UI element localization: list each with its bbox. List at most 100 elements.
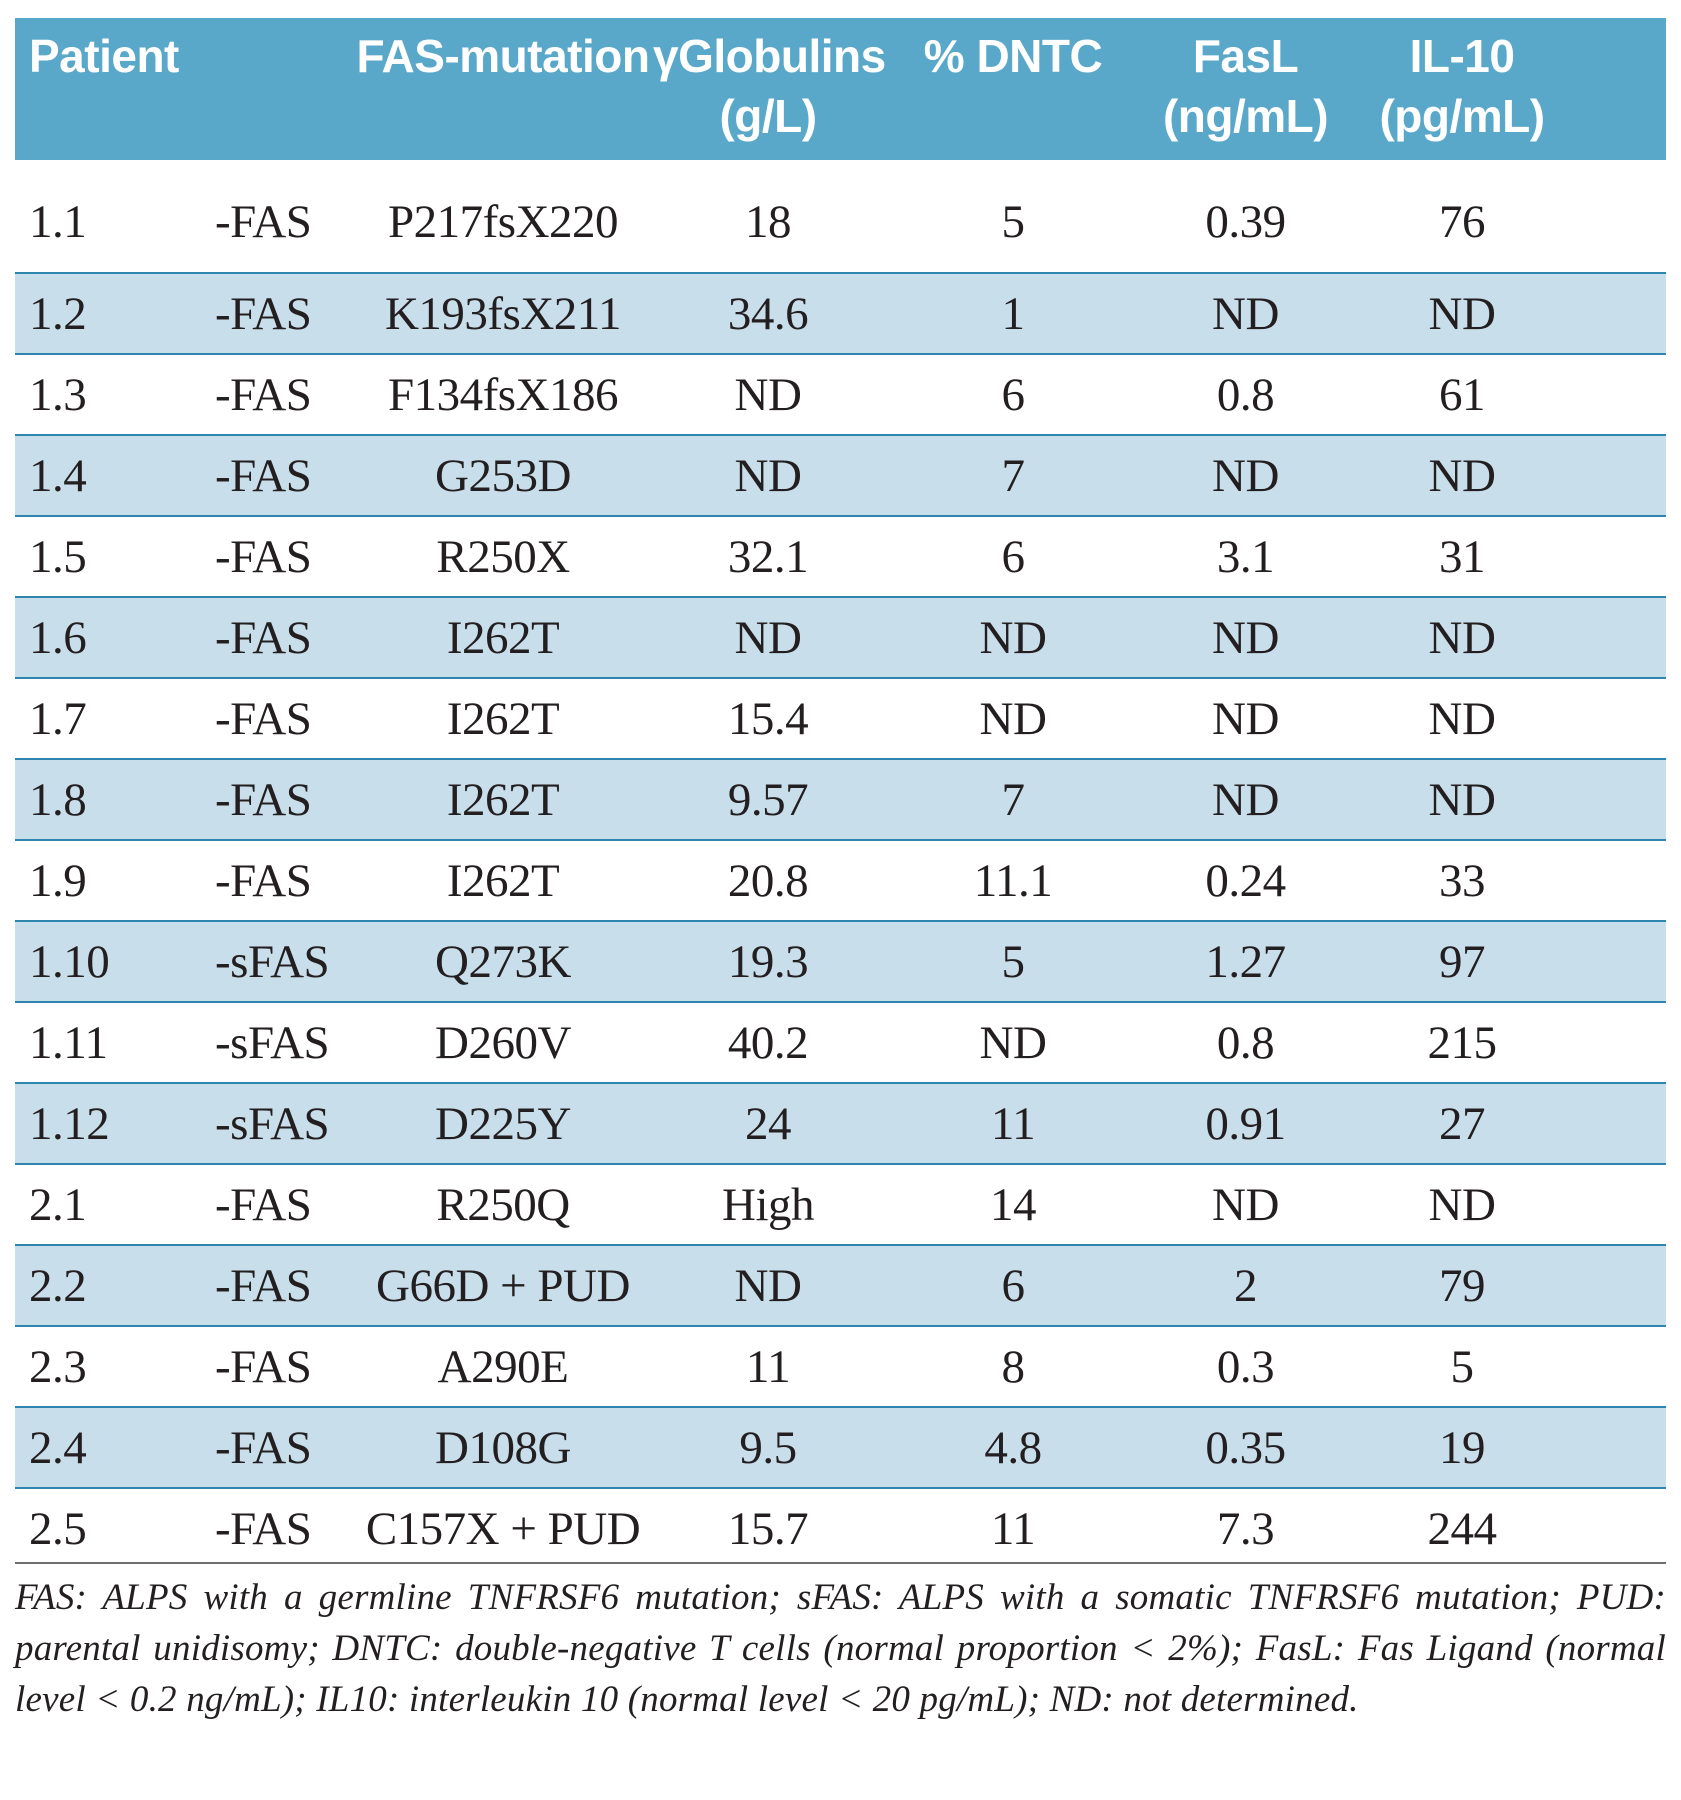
cell-globulins: 9.57 <box>653 759 883 840</box>
cell-mutation-type: -FAS <box>215 1178 312 1231</box>
cell-mutation-type: -FAS <box>215 692 312 745</box>
cell-fas-mutation: P217fsX220 <box>387 196 619 248</box>
cell-globulins: 20.8 <box>727 854 809 907</box>
cell-fasl: ND <box>1143 759 1348 840</box>
cell-fasl: ND <box>1143 597 1348 678</box>
cell-dntc: ND <box>979 1016 1047 1069</box>
cell-il10: 215 <box>1427 1016 1498 1069</box>
cell-mutation-type: -sFAS <box>193 1083 353 1164</box>
table-row: 2.4 -FAS D108G 9.5 4.8 0.35 19 <box>15 1407 1666 1488</box>
cell-patient: 1.8 <box>15 759 193 840</box>
cell-il10: 31 <box>1439 530 1486 583</box>
cell-il10: 97 <box>1348 921 1666 1002</box>
cell-mutation-type: -FAS <box>215 854 312 907</box>
cell-fasl: 0.8 <box>1216 368 1275 421</box>
cell-globulins: 24 <box>653 1083 883 1164</box>
cell-globulins: High <box>722 1178 815 1231</box>
table-row: 1.3 -FAS F134fsX186 ND 6 0.8 61 <box>15 354 1666 435</box>
table-row: 1.9 -FAS I262T 20.8 11.1 0.24 33 <box>15 840 1666 921</box>
cell-globulins: ND <box>653 597 883 678</box>
cell-patient: 1.1 <box>29 196 87 248</box>
cell-il10: 5 <box>1450 1340 1475 1393</box>
cell-patient: 2.3 <box>29 1340 87 1393</box>
table-row: 2.2 -FAS G66D + PUD ND 6 2 79 <box>15 1245 1666 1326</box>
cell-il10: 27 <box>1348 1083 1666 1164</box>
cell-mutation-type: -FAS <box>193 597 353 678</box>
cell-fas-mutation: C157X + PUD <box>365 1502 641 1555</box>
cell-globulins: 11 <box>745 1340 791 1393</box>
header-patient: Patient <box>29 30 179 82</box>
footnote-divider <box>15 1562 1666 1564</box>
cell-dntc: 1 <box>883 273 1143 354</box>
cell-il10: 76 <box>1439 196 1486 248</box>
table-row: 1.8 -FAS I262T 9.57 7 ND ND <box>15 759 1666 840</box>
table-row: 1.4 -FAS G253D ND 7 ND ND <box>15 435 1666 516</box>
table-row: 1.5 -FAS R250X 32.1 6 3.1 31 <box>15 516 1666 597</box>
table-row: 1.11 -sFAS D260V 40.2 ND 0.8 215 <box>15 1002 1666 1083</box>
cell-patient: 1.7 <box>29 692 87 745</box>
table-row: 2.3 -FAS A290E 11 8 0.3 5 <box>15 1326 1666 1407</box>
cell-mutation-type: -FAS <box>215 196 312 248</box>
cell-dntc: ND <box>883 597 1143 678</box>
patient-table-container: Patient FAS-mutation γGlobulins (g/L) % D… <box>15 18 1666 1568</box>
cell-il10: 79 <box>1348 1245 1666 1326</box>
cell-fasl: 0.35 <box>1143 1407 1348 1488</box>
cell-globulins: 15.4 <box>727 692 809 745</box>
cell-patient: 1.11 <box>29 1016 108 1069</box>
cell-dntc: 6 <box>883 1245 1143 1326</box>
cell-dntc: 6 <box>1001 368 1026 421</box>
table-row: 2.1 -FAS R250Q High 14 ND ND <box>15 1164 1666 1245</box>
cell-mutation-type: -FAS <box>193 273 353 354</box>
cell-fasl: 0.39 <box>1205 196 1286 248</box>
cell-mutation-type: -FAS <box>193 759 353 840</box>
cell-patient: 2.4 <box>15 1407 193 1488</box>
cell-dntc: 8 <box>1001 1340 1026 1393</box>
cell-patient: 2.1 <box>29 1178 87 1231</box>
cell-dntc: 14 <box>990 1178 1037 1231</box>
cell-patient: 1.9 <box>29 854 87 907</box>
cell-dntc: ND <box>979 692 1047 745</box>
cell-patient: 1.10 <box>15 921 193 1002</box>
header-il10: IL-10 (pg/mL) <box>1379 30 1545 142</box>
cell-mutation-type: -FAS <box>215 530 312 583</box>
cell-fasl: 0.24 <box>1205 854 1286 907</box>
cell-fasl: ND <box>1143 273 1348 354</box>
cell-fas-mutation: D260V <box>435 1016 571 1069</box>
cell-dntc: 11 <box>883 1083 1143 1164</box>
cell-fas-mutation: I262T <box>353 759 653 840</box>
cell-globulins: 15.7 <box>727 1502 809 1555</box>
cell-fas-mutation: I262T <box>353 597 653 678</box>
table-row: 1.10 -sFAS Q273K 19.3 5 1.27 97 <box>15 921 1666 1002</box>
cell-fas-mutation: R250Q <box>436 1178 570 1231</box>
table-row: 2.5 -FAS C157X + PUD 15.7 11 7.3 244 <box>15 1488 1666 1568</box>
cell-patient: 1.12 <box>15 1083 193 1164</box>
cell-patient: 1.4 <box>15 435 193 516</box>
cell-il10: 33 <box>1439 854 1486 907</box>
table-header-row: Patient FAS-mutation γGlobulins (g/L) % D… <box>15 18 1666 160</box>
cell-fas-mutation: G253D <box>353 435 653 516</box>
header-fasl: FasL (ng/mL) <box>1162 30 1329 142</box>
cell-fas-mutation: F134fsX186 <box>387 368 619 421</box>
table-row: 1.1 -FAS P217fsX220 18 5 0.39 76 <box>15 160 1666 273</box>
cell-patient: 2.2 <box>15 1245 193 1326</box>
cell-patient: 1.5 <box>29 530 87 583</box>
cell-dntc: 5 <box>1001 196 1026 248</box>
cell-mutation-type: -FAS <box>193 1407 353 1488</box>
patient-table: Patient FAS-mutation γGlobulins (g/L) % D… <box>15 18 1666 1568</box>
cell-mutation-type: -sFAS <box>193 921 353 1002</box>
cell-fasl: 0.3 <box>1216 1340 1275 1393</box>
cell-fasl: 0.91 <box>1143 1083 1348 1164</box>
table-row: 1.7 -FAS I262T 15.4 ND ND ND <box>15 678 1666 759</box>
cell-fas-mutation: K193fsX211 <box>353 273 653 354</box>
cell-fas-mutation: G66D + PUD <box>353 1245 653 1326</box>
cell-fasl: ND <box>1143 435 1348 516</box>
cell-fasl: 2 <box>1143 1245 1348 1326</box>
cell-fasl: 0.8 <box>1216 1016 1275 1069</box>
cell-il10: 61 <box>1439 368 1486 421</box>
cell-il10: ND <box>1348 597 1666 678</box>
cell-globulins: ND <box>653 1245 883 1326</box>
cell-fas-mutation: A290E <box>437 1340 569 1393</box>
table-row: 1.2 -FAS K193fsX211 34.6 1 ND ND <box>15 273 1666 354</box>
cell-dntc: 11.1 <box>973 854 1053 907</box>
cell-globulins: 40.2 <box>727 1016 809 1069</box>
